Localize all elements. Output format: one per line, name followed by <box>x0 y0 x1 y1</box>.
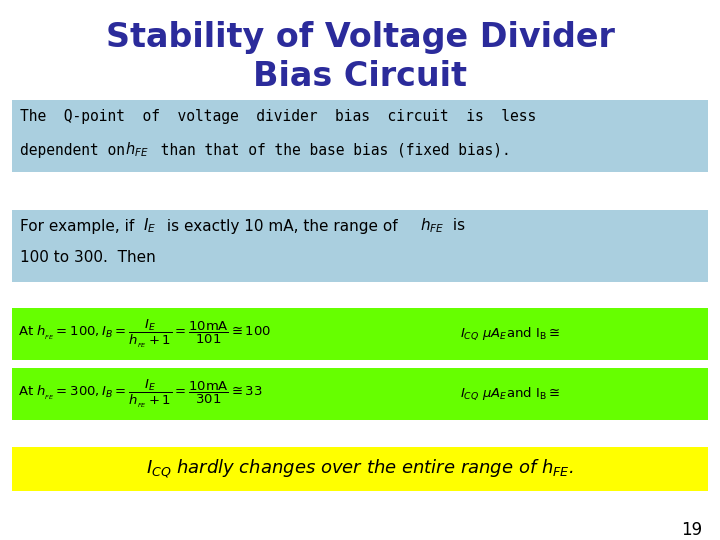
Bar <box>12 100 708 172</box>
Text: The  Q-point  of  voltage  divider  bias  circuit  is  less: The Q-point of voltage divider bias circ… <box>20 109 536 124</box>
Bar <box>12 210 708 282</box>
Text: At $h_{_{FE}}=100, I_B = \dfrac{I_E}{h_{_{FE}}+1} = \dfrac{10\rm{mA}}{101} \cong: At $h_{_{FE}}=100, I_B = \dfrac{I_E}{h_{… <box>18 318 271 350</box>
Bar <box>12 368 708 420</box>
Text: 19: 19 <box>681 521 702 539</box>
Text: $h_{FE}$: $h_{FE}$ <box>125 140 148 159</box>
Text: dependent on: dependent on <box>20 143 134 158</box>
Text: $h_{FE}$: $h_{FE}$ <box>420 217 444 235</box>
Text: $I_{CQ}\ \mu A_E\rm{and}\ I_B \cong$: $I_{CQ}\ \mu A_E\rm{and}\ I_B \cong$ <box>460 386 560 402</box>
Text: $I_E$: $I_E$ <box>143 217 156 235</box>
Text: is exactly 10 mA, the range of: is exactly 10 mA, the range of <box>162 219 402 233</box>
Text: $I_{CQ}$ hardly changes over the entire range of $h_{FE}$.: $I_{CQ}$ hardly changes over the entire … <box>146 458 574 480</box>
Bar <box>12 308 708 360</box>
Bar <box>12 447 708 491</box>
Text: Stability of Voltage Divider: Stability of Voltage Divider <box>106 22 614 55</box>
Text: is: is <box>448 219 465 233</box>
Text: Bias Circuit: Bias Circuit <box>253 59 467 92</box>
Text: At $h_{_{FE}}=300, I_B = \dfrac{I_E}{h_{_{FE}}+1} = \dfrac{10\rm{mA}}{301} \cong: At $h_{_{FE}}=300, I_B = \dfrac{I_E}{h_{… <box>18 377 263 410</box>
Text: $I_{CQ}\ \mu A_E\rm{and}\ I_B \cong$: $I_{CQ}\ \mu A_E\rm{and}\ I_B \cong$ <box>460 326 560 342</box>
Text: 100 to 300.  Then: 100 to 300. Then <box>20 251 156 266</box>
Text: than that of the base bias (fixed bias).: than that of the base bias (fixed bias). <box>152 143 510 158</box>
Text: For example, if: For example, if <box>20 219 139 233</box>
